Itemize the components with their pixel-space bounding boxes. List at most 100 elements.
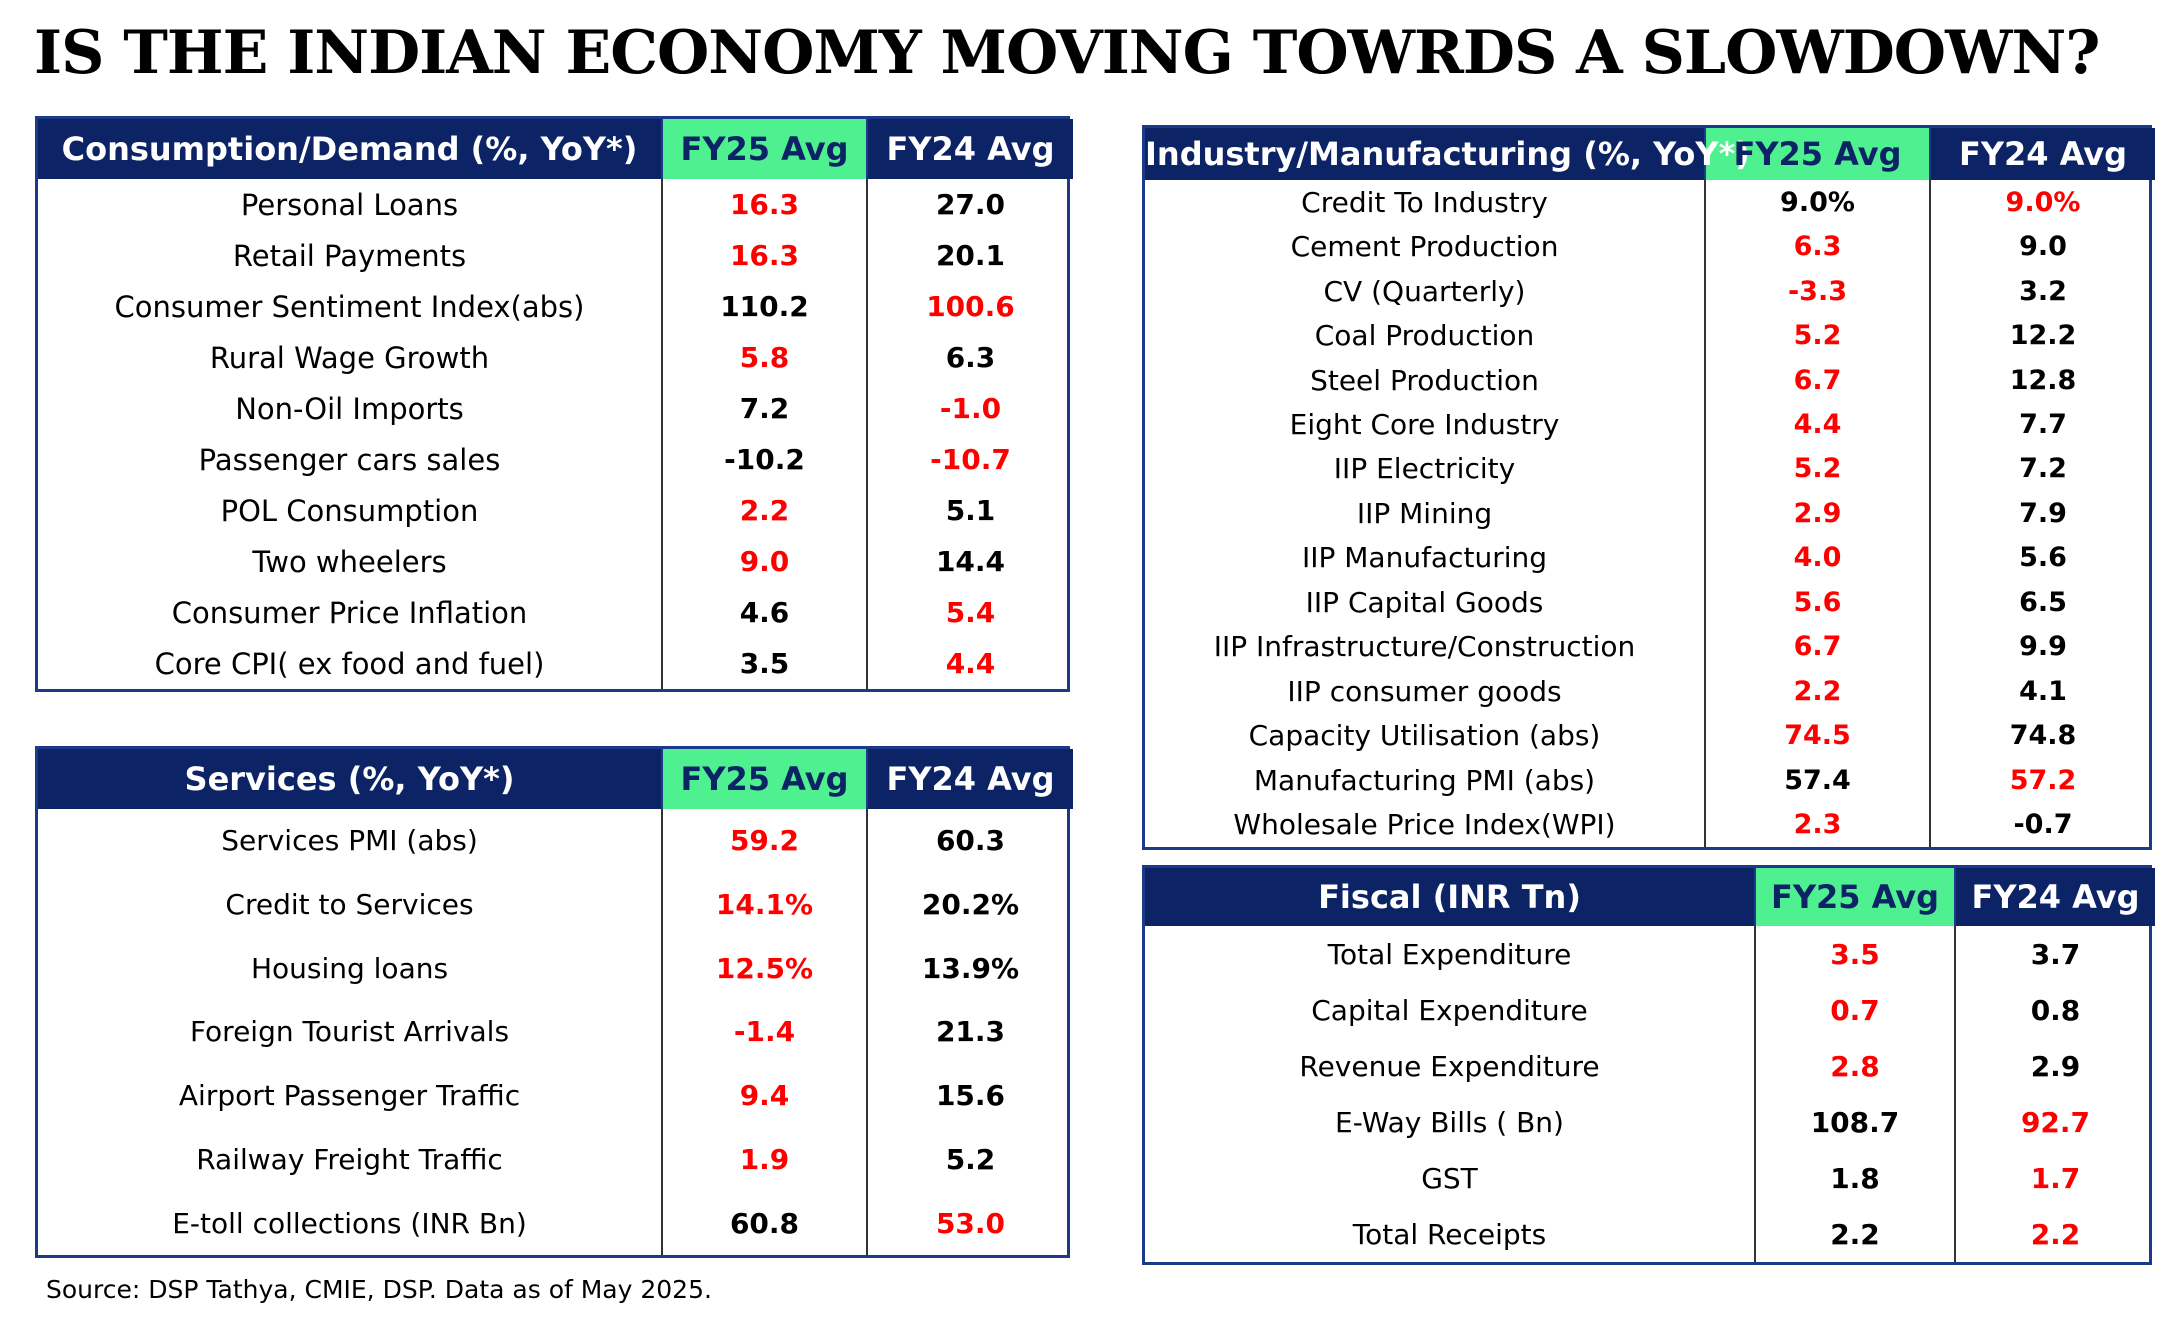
fy24-value: 2.2 [1954,1206,2155,1262]
fy24-value: 3.7 [1954,926,2155,982]
fy24-value: 53.0 [866,1191,1073,1255]
fy25-value: 5.8 [661,332,867,383]
fy24-value: 6.5 [1929,580,2155,625]
fy25-value: 1.9 [661,1127,867,1192]
services-table: Services (%, YoY*) FY25 Avg FY24 Avg Ser… [35,746,1073,1258]
fy25-value: -3.3 [1704,268,1930,314]
metric-label: IIP Electricity [1333,452,1516,486]
fy25-value: 12.5% [661,936,867,1001]
fiscal-row: Revenue Expenditure 2.8 2.9 [1145,1038,2155,1094]
consumption-table: Consumption/Demand (%, YoY*) FY25 Avg FY… [35,116,1073,692]
fy24-value: 27.0 [866,179,1073,230]
consumption-row: Consumer Price Inflation 4.6 5.4 [38,587,1073,638]
fy24-value: 100.6 [866,281,1073,332]
fy25-value: -10.2 [661,434,867,485]
consumption-row: Consumer Sentiment Index(abs) 110.2 100.6 [38,281,1073,332]
page-title: IS THE INDIAN ECONOMY MOVING TOWRDS A SL… [34,18,2100,88]
fy24-value: 57.2 [1929,757,2155,803]
fiscal-table: Fiscal (INR Tn) FY25 Avg FY24 Avg Total … [1142,865,2155,1265]
industry-row: Steel Production 6.7 12.8 [1145,357,2155,403]
consumption-row: Passenger cars sales -10.2 -10.7 [38,434,1073,485]
fy24-value: 4.1 [1929,668,2155,714]
metric-label: Total Receipts [1352,1217,1547,1251]
metric-label: Capacity Utilisation (abs) [1248,719,1601,753]
metric-label: Manufacturing PMI (abs) [1253,763,1596,797]
metric-label: Airport Passenger Traffic [178,1079,521,1113]
fy24-value: 9.9 [1929,624,2155,669]
fy25-value: 3.5 [1754,926,1955,982]
fy24-value: 4.4 [866,638,1073,689]
fy25-value: 5.2 [1704,313,1930,358]
fy25-value: 0.7 [1754,982,1955,1038]
fy24-value: 0.8 [1954,982,2155,1038]
metric-label: Rural Wage Growth [209,340,490,375]
industry-row: IIP Manufacturing 4.0 5.6 [1145,535,2155,581]
fy25-value: 5.2 [1704,446,1930,492]
metric-label: Cement Production [1290,230,1559,264]
fy24-value: 5.4 [866,587,1073,638]
metric-label: Eight Core Industry [1289,407,1560,441]
fy24-value: 21.3 [866,1000,1073,1064]
metric-label: Coal Production [1314,319,1535,353]
consumption-row: Two wheelers 9.0 14.4 [38,536,1073,587]
fy25-value: 6.7 [1704,624,1930,669]
fy24-value: 15.6 [866,1063,1073,1128]
fiscal-row: E-Way Bills ( Bn) 108.7 92.7 [1145,1094,2155,1150]
fy24-value: 60.3 [866,809,1073,873]
industry-row: Manufacturing PMI (abs) 57.4 57.2 [1145,757,2155,803]
fy24-value: 7.9 [1929,491,2155,536]
fy25-value: 4.0 [1704,535,1930,581]
fy24-value: 1.7 [1954,1150,2155,1206]
fiscal-header: Fiscal (INR Tn) [1145,868,1755,926]
industry-row: IIP Mining 2.9 7.9 [1145,491,2155,536]
fy24-value: 5.1 [866,485,1073,536]
fy25-value: 16.3 [661,179,867,230]
industry-table: Industry/Manufacturing (%, YoY*) FY25 Av… [1142,125,2155,850]
fy24-value: 7.2 [1929,446,2155,492]
consumption-row: Non-Oil Imports 7.2 -1.0 [38,383,1073,434]
metric-label: E-Way Bills ( Bn) [1335,1105,1564,1139]
fy25-value: 14.1% [661,872,867,937]
consumption-row: Personal Loans 16.3 27.0 [38,179,1073,230]
industry-fy24-header: FY24 Avg [1929,128,2155,180]
industry-row: CV (Quarterly) -3.3 3.2 [1145,268,2155,314]
metric-label: CV (Quarterly) [1323,274,1526,308]
fy24-value: -1.0 [866,383,1073,434]
fy25-value: 2.8 [1754,1038,1955,1094]
services-row: Airport Passenger Traffic 9.4 15.6 [38,1063,1073,1128]
metric-label: IIP Capital Goods [1305,585,1544,619]
fy25-value: 2.2 [1754,1206,1955,1262]
metric-label: Credit To Industry [1301,185,1548,219]
fiscal-row: Capital Expenditure 0.7 0.8 [1145,982,2155,1038]
metric-label: GST [1421,1161,1478,1195]
metric-label: Revenue Expenditure [1299,1049,1600,1083]
fy24-value: 6.3 [866,332,1073,383]
fy24-value: 74.8 [1929,713,2155,758]
industry-row: Cement Production 6.3 9.0 [1145,224,2155,269]
fy24-value: 2.9 [1954,1038,2155,1094]
fy25-value: 6.3 [1704,224,1930,269]
industry-header: Industry/Manufacturing (%, YoY*) [1145,128,1750,180]
fy25-value: 2.9 [1704,491,1930,536]
metric-label: Services PMI (abs) [221,824,478,858]
services-row: Credit to Services 14.1% 20.2% [38,872,1073,937]
consumption-row: Retail Payments 16.3 20.1 [38,230,1073,281]
metric-label: IIP consumer goods [1287,674,1562,708]
industry-row: Wholesale Price Index(WPI) 2.3 -0.7 [1145,802,2155,847]
industry-row: IIP consumer goods 2.2 4.1 [1145,668,2155,714]
fy24-value: 3.2 [1929,268,2155,314]
fy25-value: 2.2 [661,485,867,536]
fy25-value: 110.2 [661,281,867,332]
metric-label: Railway Freight Traffic [196,1142,503,1176]
metric-label: Passenger cars sales [198,442,501,477]
fy25-value: 2.2 [1704,668,1930,714]
services-header: Services (%, YoY*) [38,749,662,809]
industry-row: Credit To Industry 9.0% 9.0% [1145,180,2155,225]
industry-row: IIP Electricity 5.2 7.2 [1145,446,2155,492]
industry-row: Eight Core Industry 4.4 7.7 [1145,402,2155,447]
metric-label: Retail Payments [232,238,467,273]
fy25-value: 4.6 [661,587,867,638]
fy24-value: 12.8 [1929,357,2155,403]
metric-label: IIP Infrastructure/Construction [1213,630,1636,664]
fy24-value: -0.7 [1929,802,2155,847]
